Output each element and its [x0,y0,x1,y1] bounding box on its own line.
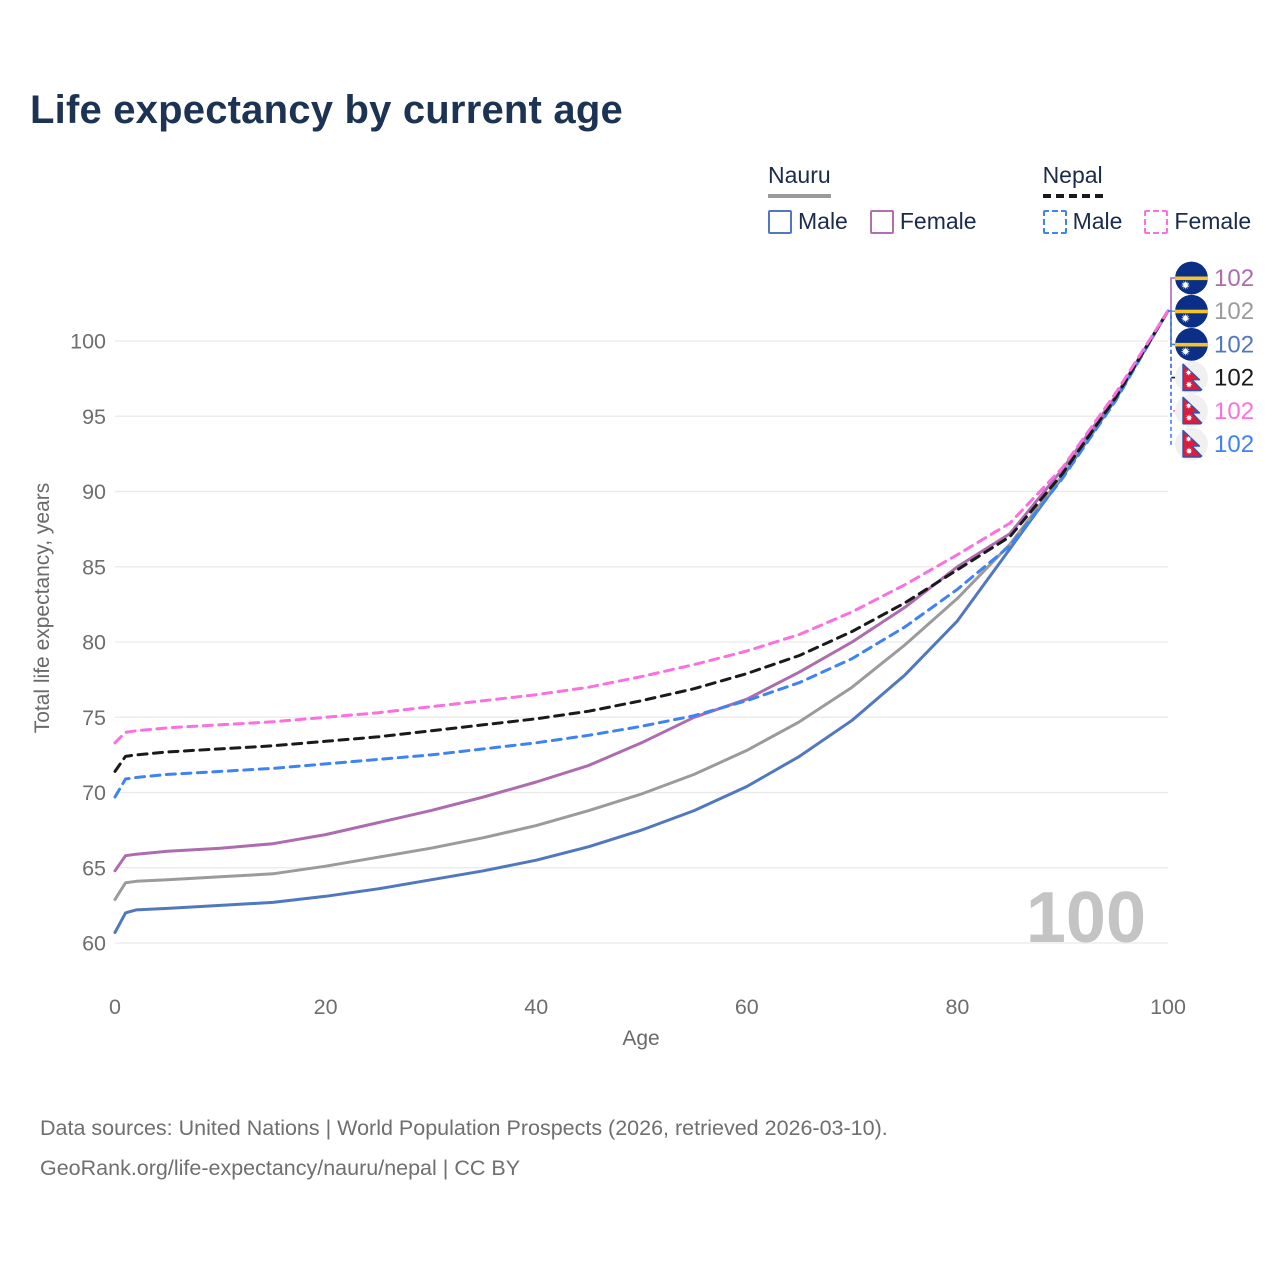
leader-line-nauru-male [1168,310,1176,346]
legend-item-label: Female [1174,208,1252,234]
x-tick-label: 100 [1150,995,1186,1019]
flag-icon-nepal [1175,361,1208,395]
footer: Data sources: United Nations | World Pop… [40,1108,888,1188]
legend-header-nauru: Nauru [768,162,831,198]
nepal-female-swatch-icon [1144,209,1169,234]
series-line-nauru-male [113,309,1170,934]
legend-header-nepal: Nepal [1042,162,1103,198]
nauru-male-swatch-icon [768,209,792,234]
legend-group-nepal: Nepal Male Female [1042,162,1251,235]
y-tick-label: 70 [82,781,106,805]
leader-line-nepal-female [1168,310,1176,412]
end-value-label-nepal-total: 102 [1214,365,1254,392]
series-line-nauru-female [113,309,1170,873]
x-tick-label: 0 [109,995,121,1019]
flag-icon-nepal [1175,394,1208,428]
y-tick-label: 100 [70,330,106,354]
legend-group-nauru: Nauru Male Female [768,162,977,235]
legend-item-label: Male [798,208,848,234]
footer-attribution: GeoRank.org/life-expectancy/nauru/nepal … [40,1156,521,1180]
end-value-label-nauru-total: 102 [1214,298,1254,325]
legend-item-nepal-male[interactable]: Male [1042,208,1123,235]
flag-icon-nauru [1175,327,1208,361]
legend: Nauru Male Female Nepal Male [768,162,1251,235]
legend-item-nepal-female[interactable]: Female [1144,208,1251,235]
series-line-nauru-total [113,309,1170,901]
flag-icon-nepal [1175,427,1208,461]
y-tick-label: 85 [82,555,106,579]
x-tick-label: 20 [314,995,338,1019]
end-value-label-nauru-female: 102 [1214,265,1254,292]
legend-item-nauru-male[interactable]: Male [768,208,848,235]
legend-item-label: Female [899,208,977,234]
y-tick-label: 80 [82,631,106,655]
x-axis-title: Age [622,1027,660,1050]
y-tick-label: 65 [82,856,106,880]
flag-icon-nauru [1175,261,1208,295]
x-tick-label: 40 [524,995,548,1019]
series-line-nepal-total [113,309,1170,773]
series-line-nepal-male [113,309,1170,799]
y-tick-label: 95 [82,405,106,429]
leader-line-nepal-male [1168,310,1176,445]
legend-item-nauru-female[interactable]: Female [869,208,977,235]
age-watermark: 100 [1026,878,1146,958]
y-axis-title: Total life expectancy, years [31,482,54,734]
flag-icon-nauru [1175,294,1208,328]
legend-item-label: Male [1072,208,1123,234]
series-line-nepal-female [113,309,1170,745]
footer-sources: Data sources: United Nations | World Pop… [40,1116,888,1140]
end-value-label-nepal-male: 102 [1214,431,1254,458]
leader-line-nauru-female [1168,277,1176,312]
end-value-label-nauru-male: 102 [1214,331,1254,358]
y-tick-label: 75 [82,706,106,730]
nauru-female-swatch-icon [869,209,894,234]
x-tick-label: 80 [945,995,969,1019]
x-tick-label: 60 [735,995,759,1019]
chart-title: Life expectancy by current age [30,88,623,132]
nepal-male-swatch-icon [1042,209,1067,234]
y-tick-label: 90 [82,480,106,504]
y-tick-label: 60 [82,932,106,956]
end-value-label-nepal-female: 102 [1214,398,1254,425]
